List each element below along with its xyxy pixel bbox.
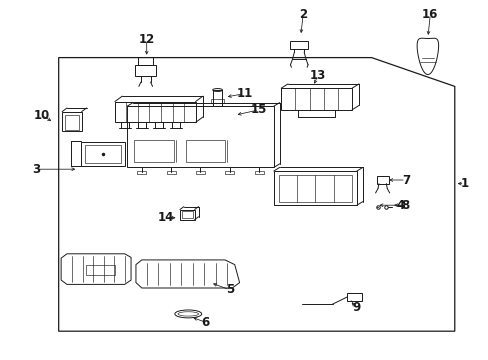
Bar <box>290 41 307 49</box>
Text: 2: 2 <box>299 8 306 21</box>
Text: 7: 7 <box>401 174 409 186</box>
Bar <box>166 171 175 174</box>
Text: 9: 9 <box>352 301 360 314</box>
Bar <box>254 171 263 174</box>
Bar <box>212 90 222 106</box>
Text: 13: 13 <box>309 69 325 82</box>
Text: 11: 11 <box>236 87 252 100</box>
Text: 5: 5 <box>225 283 233 296</box>
Bar <box>376 176 388 184</box>
Text: 8: 8 <box>401 199 409 212</box>
Bar <box>115 102 195 122</box>
Bar <box>138 57 153 65</box>
Bar <box>84 145 121 163</box>
Bar <box>65 115 79 130</box>
Text: 16: 16 <box>421 8 438 21</box>
Bar <box>62 112 81 131</box>
Text: 14: 14 <box>158 211 174 224</box>
Bar <box>137 171 146 174</box>
Bar <box>273 171 356 205</box>
Text: 10: 10 <box>33 109 50 122</box>
Bar <box>85 265 115 275</box>
Text: 4: 4 <box>396 199 404 212</box>
Bar <box>182 211 192 218</box>
Bar <box>127 106 273 167</box>
Bar <box>81 142 124 166</box>
Bar <box>225 171 234 174</box>
Bar <box>281 88 351 110</box>
Bar <box>211 99 224 103</box>
Bar <box>180 210 194 220</box>
Bar <box>278 175 351 202</box>
Text: 3: 3 <box>33 163 41 176</box>
Text: 15: 15 <box>250 103 267 116</box>
Bar <box>135 65 156 76</box>
Text: 1: 1 <box>460 177 468 190</box>
Bar <box>185 140 224 162</box>
Bar <box>196 171 204 174</box>
Bar <box>346 293 361 301</box>
Text: 12: 12 <box>138 33 155 46</box>
Bar <box>134 140 173 162</box>
Text: 6: 6 <box>201 316 209 329</box>
